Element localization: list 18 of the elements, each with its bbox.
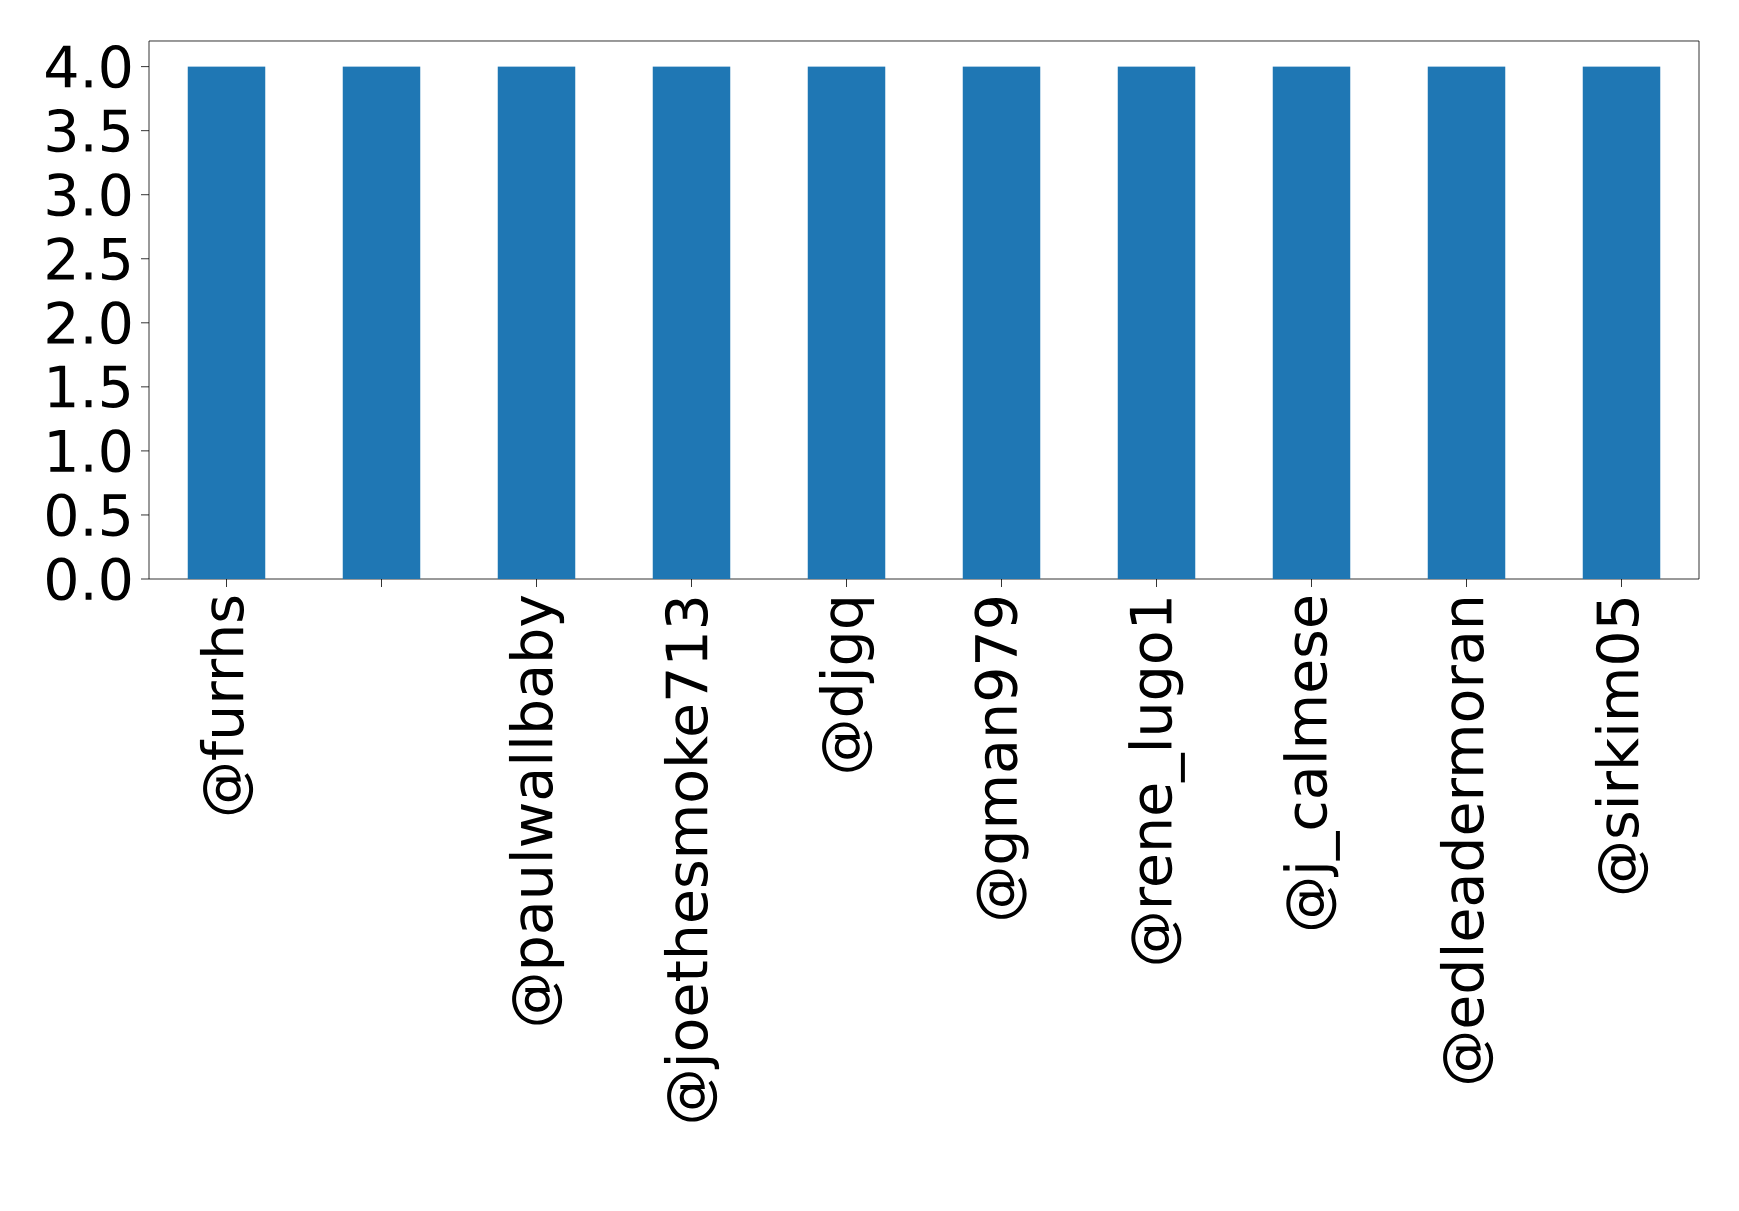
x-tick-label: @gman979 (974, 598, 1029, 919)
y-tick-label: 0.0 (47, 557, 131, 601)
x-tick-label: @rene_lugo1 (1128, 599, 1185, 964)
y-tick-label: 4.0 (46, 45, 131, 89)
x-tick-label: @sirkim05 (1594, 599, 1649, 894)
y-tick-label: 2.5 (47, 237, 129, 281)
x-tick-label: @joethesmoke713 (663, 598, 720, 1122)
x-tick-label: @djgq (818, 599, 875, 772)
y-tick-label: 0.5 (47, 493, 129, 537)
x-tick-label: @j_calmese (1283, 597, 1340, 930)
x-tick-label: @paulwallbaby (508, 595, 565, 1025)
y-tick-label: 1.5 (49, 365, 129, 409)
x-tick-label: @furrhs (199, 596, 254, 815)
y-tick-label: 3.0 (47, 173, 131, 217)
x-tick-label: @edleadermoran (1439, 598, 1494, 1083)
y-tick-label: 3.5 (47, 109, 129, 153)
y-tick-label: 2.0 (47, 301, 131, 345)
y-tick-label: 1.0 (49, 429, 131, 473)
